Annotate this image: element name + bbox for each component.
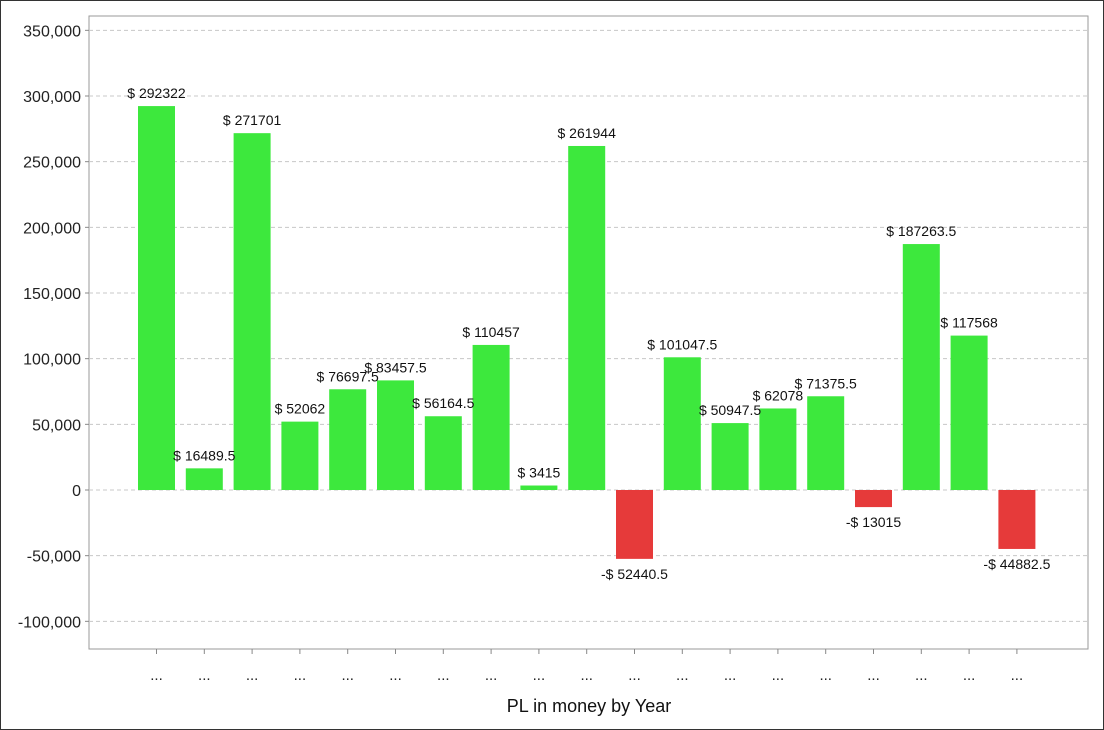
x-tick-label: ... (485, 667, 498, 684)
x-tick-label: ... (150, 667, 163, 684)
bar (807, 396, 845, 490)
data-label: $ 117568 (940, 315, 998, 331)
data-label: $ 56164.5 (412, 395, 474, 411)
data-label: $ 50947.5 (699, 402, 761, 418)
bar (472, 344, 510, 490)
data-label: $ 261944 (557, 125, 616, 141)
bars (138, 106, 1036, 559)
bar (568, 145, 606, 490)
bar (663, 357, 701, 490)
bar (281, 421, 319, 490)
x-tick-label: ... (389, 667, 402, 684)
x-tick-label: ... (294, 667, 307, 684)
x-tick-label: ... (437, 667, 450, 684)
y-axis: 350,000 300,000 250,000 200,000 150,000 100,0… (18, 23, 89, 631)
bar (998, 490, 1036, 549)
y-tick-label: 300,000 (23, 89, 81, 106)
data-labels: $ 292322 $ 16489.5 $ 271701 $ 52062 $ 76697.… (127, 85, 1050, 582)
x-tick-label: ... (246, 667, 259, 684)
data-label: -$ 13015 (846, 514, 901, 530)
y-tick-label: 50,000 (32, 417, 81, 434)
bar (855, 490, 892, 508)
x-tick-label: ... (819, 667, 832, 684)
y-tick-label: 100,000 (23, 352, 81, 369)
data-label: $ 187263.5 (886, 223, 956, 239)
data-label: $ 76697.5 (317, 368, 379, 384)
y-tick-label: 200,000 (23, 220, 81, 237)
x-tick-label: ... (580, 667, 593, 684)
y-tick-label: 0 (72, 483, 81, 500)
data-label: -$ 52440.5 (601, 566, 668, 582)
bar (902, 244, 940, 490)
x-tick-label: ... (867, 667, 880, 684)
x-axis: ........................................… (150, 649, 1023, 684)
x-tick-label: ... (915, 667, 928, 684)
bar (424, 416, 462, 490)
x-tick-label: ... (772, 667, 785, 684)
x-tick-label: ... (676, 667, 689, 684)
bar (138, 106, 175, 490)
y-tick-label: 150,000 (23, 286, 81, 303)
bar (233, 133, 271, 490)
data-label: $ 16489.5 (173, 447, 235, 463)
bar (329, 389, 367, 490)
y-tick-label: -50,000 (27, 549, 81, 566)
data-label: $ 62078 (753, 387, 804, 403)
bar (377, 380, 414, 490)
x-tick-label: ... (963, 667, 976, 684)
x-tick-label: ... (341, 667, 354, 684)
data-label: $ 3415 (517, 465, 560, 481)
y-tick-label: 350,000 (23, 23, 81, 40)
bar (616, 490, 653, 559)
x-tick-label: ... (628, 667, 641, 684)
bar (759, 408, 797, 490)
bar (520, 485, 558, 490)
data-label: $ 292322 (127, 85, 186, 101)
data-label: $ 83457.5 (364, 359, 426, 375)
data-label: $ 52062 (275, 401, 326, 417)
y-tick-label: 250,000 (23, 155, 81, 172)
x-axis-title: PL in money by Year (507, 696, 671, 716)
data-label: $ 271701 (223, 112, 282, 128)
bar (185, 468, 223, 490)
data-label: $ 101047.5 (647, 336, 717, 352)
x-tick-label: ... (198, 667, 211, 684)
bar (711, 423, 749, 490)
data-label: $ 110457 (462, 324, 520, 340)
x-tick-label: ... (1011, 667, 1024, 684)
data-label: -$ 44882.5 (983, 556, 1050, 572)
x-tick-label: ... (533, 667, 546, 684)
bar (950, 335, 988, 490)
x-tick-label: ... (724, 667, 737, 684)
data-label: $ 71375.5 (795, 375, 857, 391)
y-tick-label: -100,000 (18, 614, 81, 631)
